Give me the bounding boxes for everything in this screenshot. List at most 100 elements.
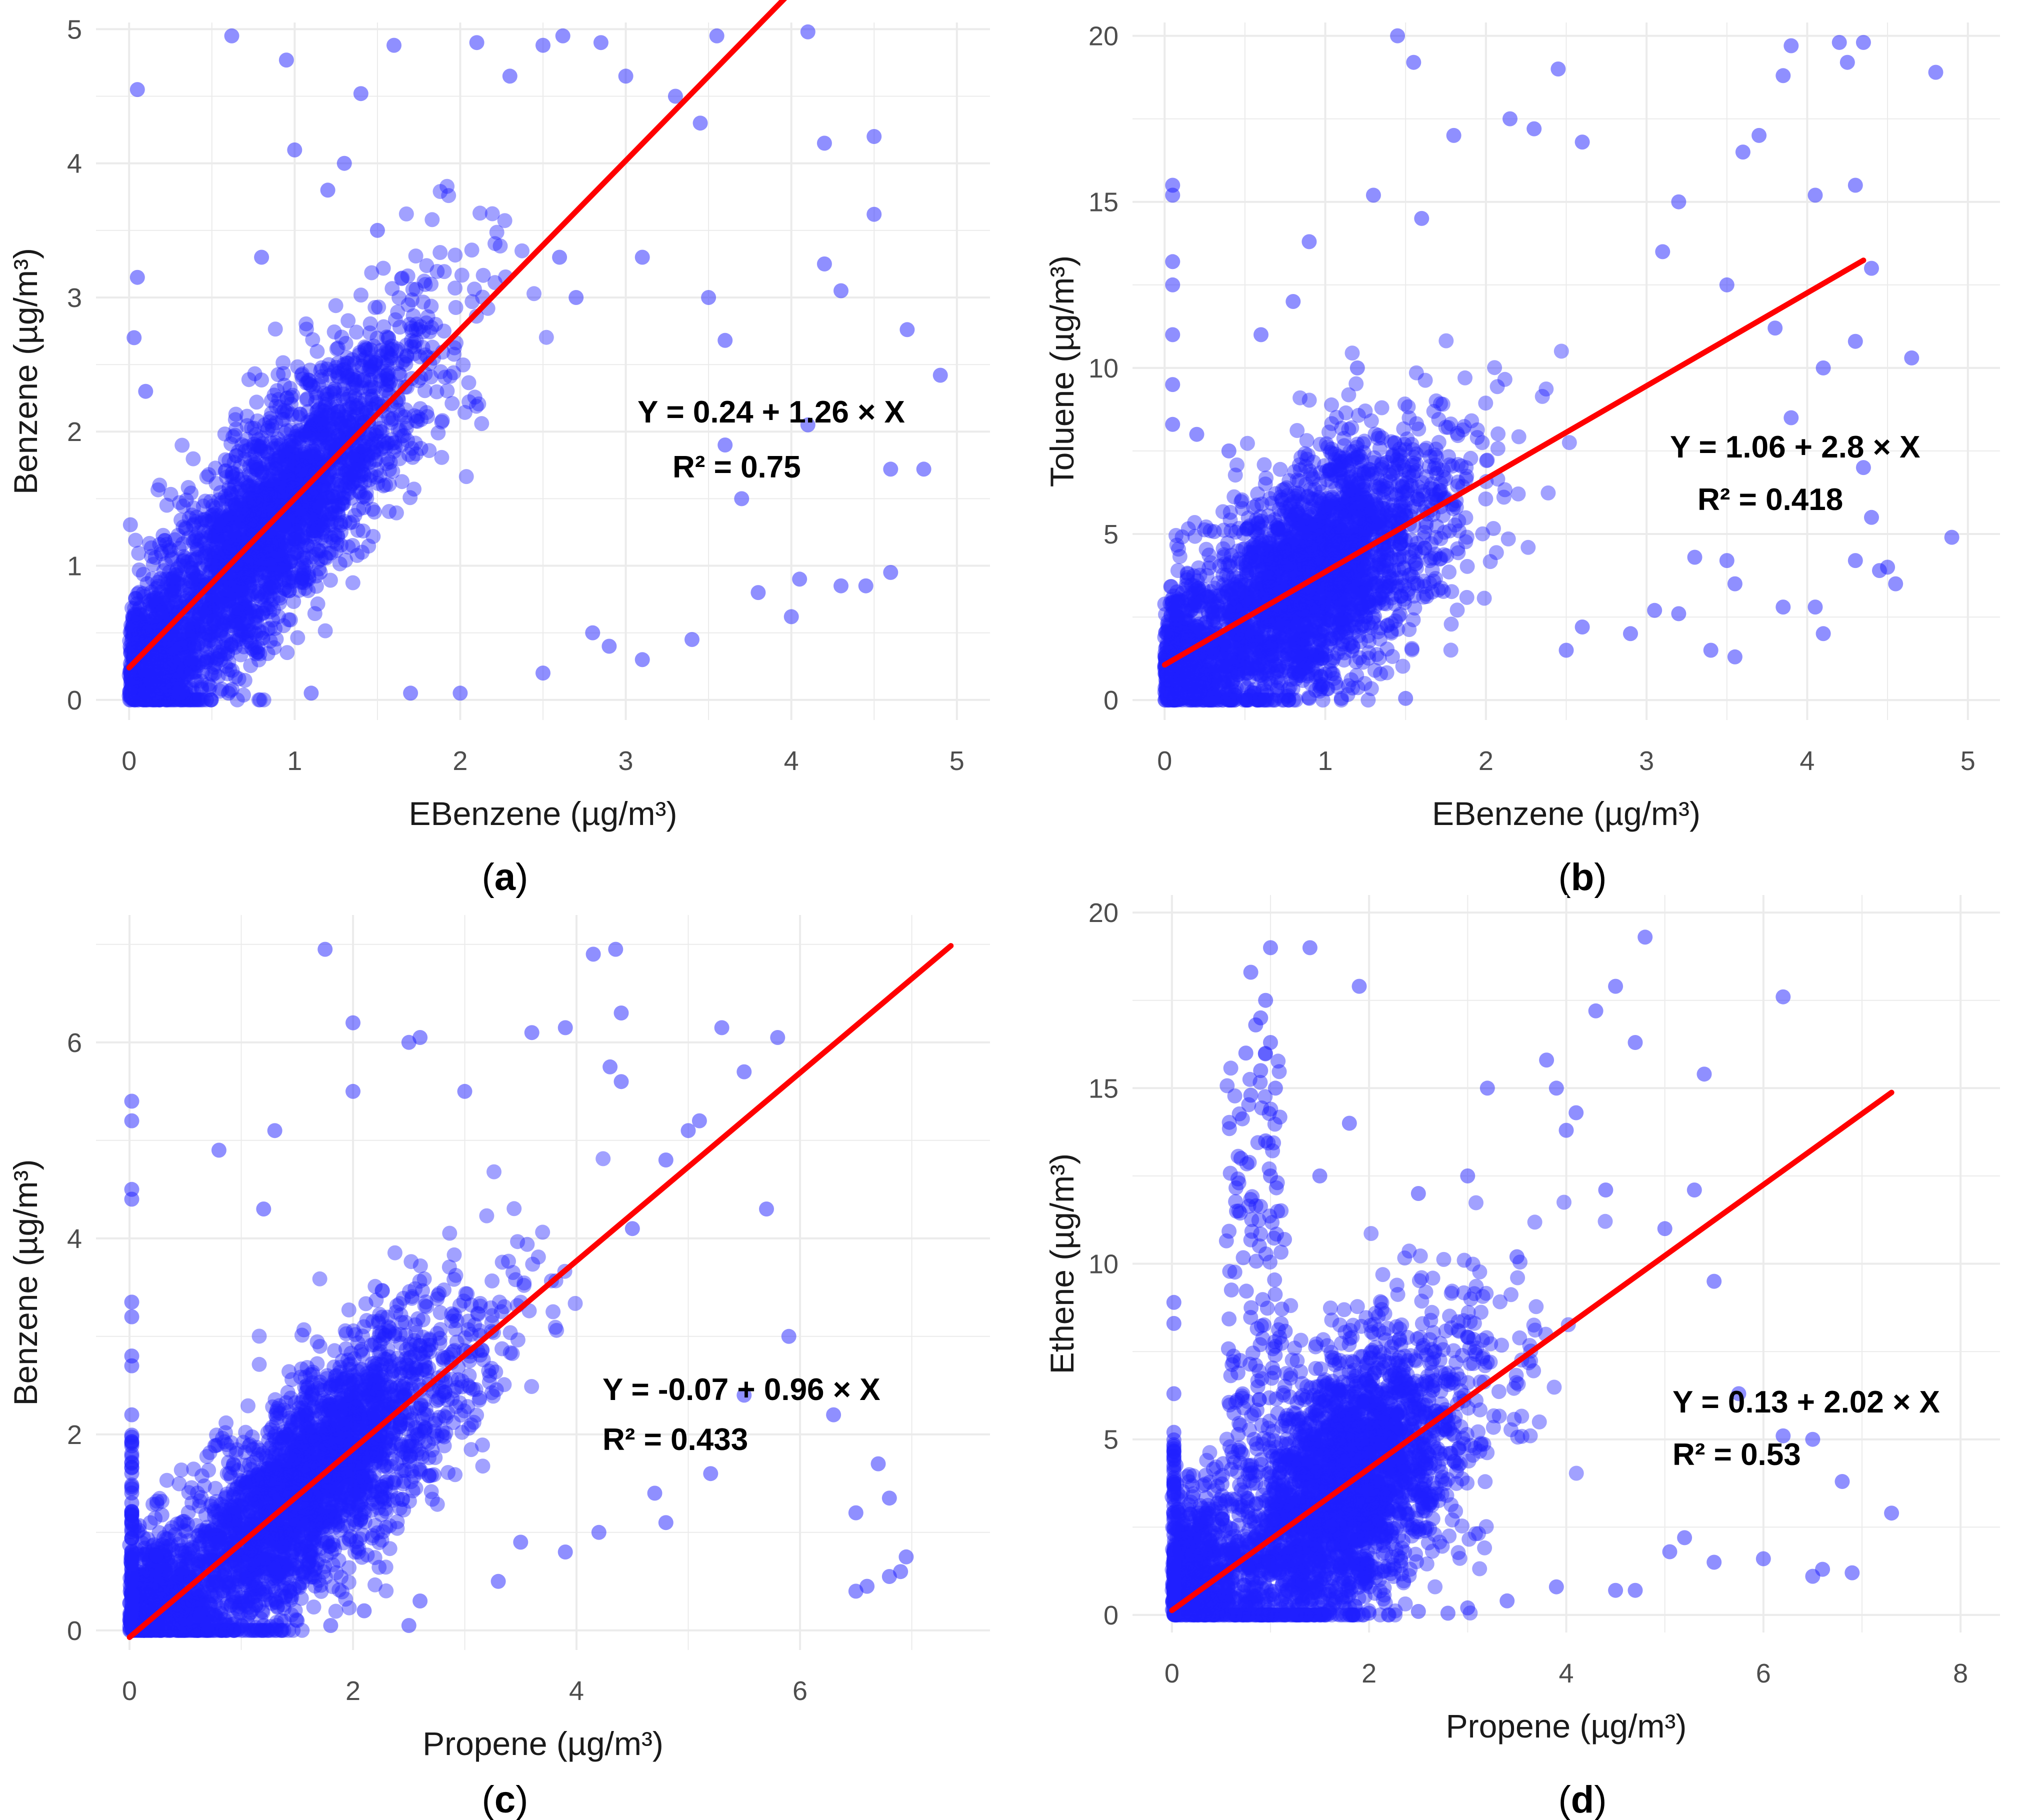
scatter-point [452, 686, 468, 701]
scatter-point [148, 550, 163, 565]
scatter-point [316, 524, 331, 540]
scatter-point [371, 300, 386, 315]
scatter-point [232, 527, 247, 542]
scatter-point [227, 528, 242, 544]
scatter-point [433, 364, 448, 380]
scatter-point [390, 356, 405, 372]
scatter-point [128, 682, 142, 697]
scatter-point [210, 600, 226, 616]
scatter-point [279, 454, 294, 469]
scatter-point [298, 424, 314, 440]
scatter-point [446, 340, 462, 356]
scatter-point [352, 437, 367, 452]
scatter-point [245, 546, 260, 562]
scatter-point [398, 206, 414, 222]
scatter-point [132, 670, 148, 685]
scatter-point [231, 590, 246, 605]
scatter-point [1256, 457, 1272, 472]
scatter-point [280, 645, 295, 660]
scatter-point [184, 692, 199, 708]
scatter-point [276, 572, 292, 588]
scatter-point [262, 410, 278, 426]
scatter-point [456, 357, 471, 372]
scatter-point [238, 593, 253, 608]
scatter-point [454, 268, 470, 283]
scatter-point [382, 454, 398, 470]
scatter-point [272, 546, 288, 561]
scatter-point [406, 308, 421, 324]
scatter-point [555, 28, 570, 44]
scatter-point [156, 528, 171, 543]
scatter-point [132, 679, 148, 694]
scatter-point [163, 666, 178, 681]
scatter-point [361, 362, 376, 378]
scatter-point [410, 409, 426, 424]
scatter-point [244, 486, 260, 502]
scatter-point [266, 640, 282, 656]
scatter-point [175, 536, 190, 552]
scatter-point [203, 494, 218, 509]
scatter-point [408, 413, 424, 428]
scatter-point [199, 645, 214, 660]
scatter-point [268, 322, 283, 337]
scatter-point [350, 400, 366, 416]
scatter-point [1336, 652, 1352, 668]
scatter-point [469, 35, 484, 50]
scatter-point [900, 322, 915, 338]
scatter-point [278, 52, 294, 68]
scatter-point [388, 505, 404, 520]
scatter-point [218, 527, 233, 542]
scatter-point [314, 414, 330, 430]
scatter-point [259, 444, 274, 460]
scatter-point [440, 383, 455, 398]
scatter-point [144, 692, 160, 707]
scatter-point [167, 588, 182, 603]
scatter-point [234, 616, 249, 631]
scatter-point [224, 498, 240, 514]
scatter-point [332, 416, 347, 432]
scatter-point [122, 692, 138, 708]
scatter-point [364, 359, 379, 374]
scatter-point [1443, 642, 1458, 658]
scatter-point [381, 410, 396, 426]
scatter-point [394, 428, 410, 444]
scatter-point [278, 559, 294, 574]
scatter-point [180, 480, 196, 495]
scatter-point [381, 377, 396, 392]
scatter-point [568, 290, 584, 305]
scatter-point [368, 452, 384, 467]
scatter-point [345, 575, 360, 590]
scatter-point [314, 372, 330, 388]
y-tick-label: 2 [67, 417, 82, 447]
scatter-point [127, 600, 142, 616]
scatter-point [357, 342, 372, 358]
scatter-point [298, 376, 314, 391]
scatter-point [284, 480, 300, 496]
scatter-point [297, 456, 312, 472]
scatter-point [321, 420, 336, 436]
scatter-point [348, 324, 364, 340]
scatter-point [262, 496, 278, 512]
scatter-point [367, 380, 382, 396]
scatter-point [194, 674, 209, 689]
scatter-point [170, 576, 185, 591]
scatter-point [353, 288, 368, 303]
scatter-point [124, 620, 140, 636]
scatter-point [468, 398, 484, 414]
scatter-point [858, 578, 874, 594]
scatter-point [235, 582, 250, 598]
scatter-point [1450, 541, 1466, 556]
scatter-point [883, 564, 898, 580]
scatter-point [417, 383, 432, 398]
scatter-point [310, 523, 325, 538]
scatter-point [339, 392, 354, 407]
scatter-point [201, 467, 216, 482]
scatter-point [448, 248, 463, 263]
scatter-point [228, 448, 244, 463]
scatter-point [1324, 397, 1339, 412]
scatter-point [248, 506, 264, 522]
scatter-point [246, 436, 262, 452]
scatter-point [224, 28, 240, 44]
